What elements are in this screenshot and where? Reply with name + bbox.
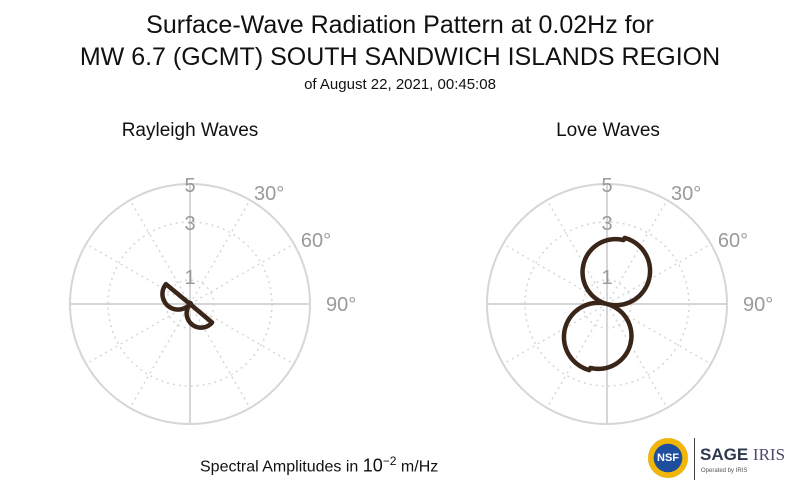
chart-title-line2: MW 6.7 (GCMT) SOUTH SANDWICH ISLANDS REG…	[79, 43, 721, 71]
footer-exponent: −2	[382, 454, 397, 468]
nsf-logo: NSF	[648, 438, 688, 478]
love-radial-line	[606, 243, 712, 305]
footer-base: 10	[362, 455, 383, 476]
logo-divider	[694, 438, 695, 480]
rayleigh-radial-line	[189, 243, 295, 305]
rayleigh-angle-tick-label: 60°	[301, 230, 331, 252]
rayleigh-angle-tick-label: 90°	[326, 294, 356, 316]
love-radial-line	[606, 199, 668, 305]
love-r-tick-label: 5	[601, 175, 612, 197]
rayleigh-radial-line	[129, 303, 191, 409]
rayleigh-r-tick-label: 3	[184, 213, 195, 235]
sage-text: SAGE	[700, 445, 749, 464]
rayleigh-r-tick-label: 1	[184, 267, 195, 289]
iris-text: IRIS	[752, 445, 786, 464]
love-angle-tick-label: 60°	[718, 230, 748, 252]
operated-by-text: Operated by IRIS	[701, 468, 748, 474]
love-subtitle: Love Waves	[556, 120, 660, 141]
chart-title-line3: of August 22, 2021, 00:45:08	[304, 76, 496, 93]
rayleigh-radial-line	[129, 199, 191, 305]
rayleigh-angle-tick-label: 30°	[254, 183, 284, 205]
footer-unit: m/Hz	[396, 458, 439, 476]
love-radial-line	[546, 199, 608, 305]
love-radiation-pattern	[561, 235, 653, 373]
love-radial-line	[606, 303, 668, 409]
rayleigh-radial-line	[189, 303, 251, 409]
footer-units: Spectral Amplitudes in 10−2 m/Hz	[200, 454, 620, 476]
sage-iris-logo: SAGE IRIS	[700, 445, 785, 465]
love-radial-line	[502, 303, 608, 365]
love-radial-line	[546, 303, 608, 409]
love-angle-tick-label: 90°	[743, 294, 773, 316]
logos: NSF SAGE IRIS Operated by IRIS	[648, 432, 788, 488]
rayleigh-subtitle: Rayleigh Waves	[121, 120, 259, 141]
love-angle-tick-label: 30°	[671, 183, 701, 205]
rayleigh-radial-line	[85, 303, 191, 365]
rayleigh-radiation-pattern	[160, 281, 215, 330]
love-r-tick-label: 3	[601, 213, 612, 235]
rayleigh-radial-line	[85, 243, 191, 305]
rayleigh-radial-line	[189, 199, 251, 305]
chart-title-line1: Surface-Wave Radiation Pattern at 0.02Hz…	[146, 11, 654, 39]
love-r-tick-label: 1	[601, 267, 612, 289]
rayleigh-radial-line	[189, 303, 295, 365]
footer-prefix: Spectral Amplitudes in	[200, 458, 363, 476]
rayleigh-r-tick-label: 5	[184, 175, 195, 197]
